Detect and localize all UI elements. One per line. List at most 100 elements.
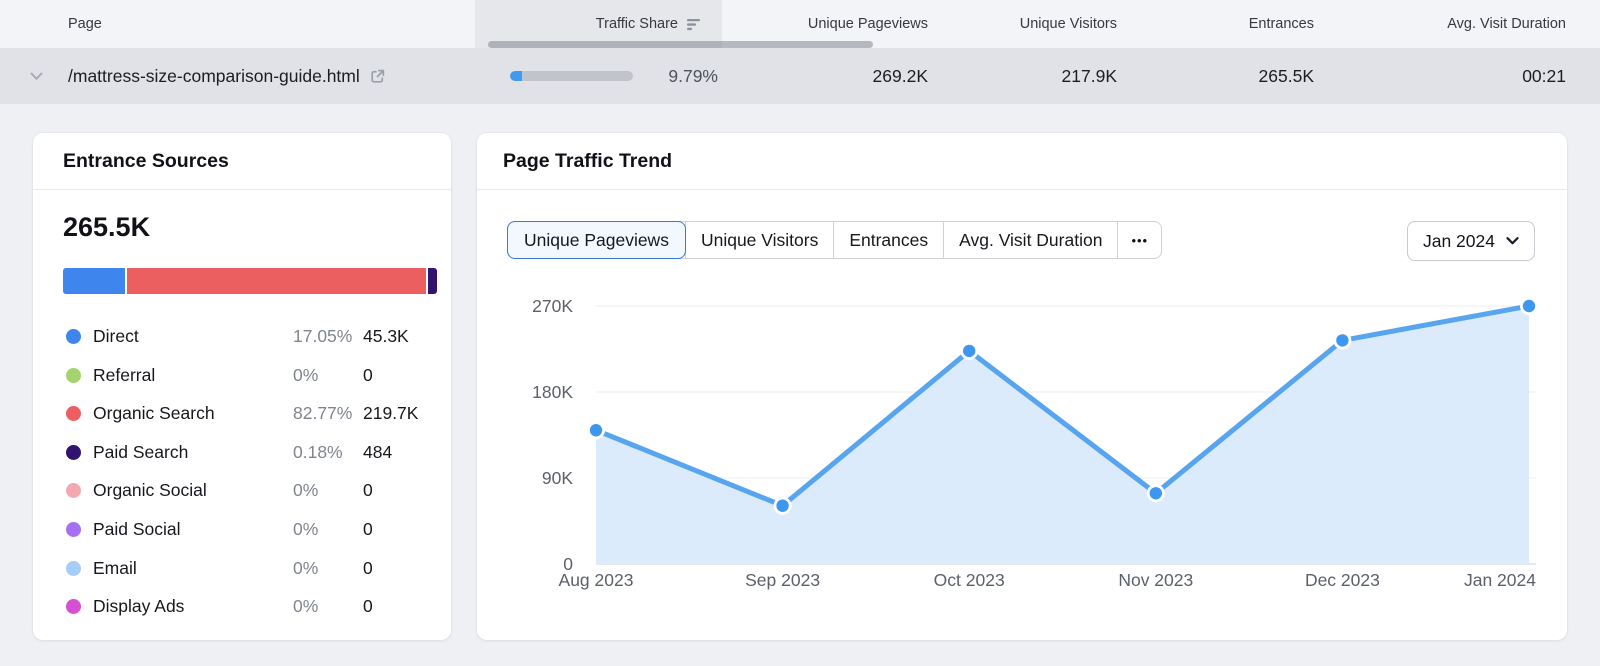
- horizontal-scrollbar-thumb[interactable]: [488, 41, 873, 48]
- source-color-dot: [66, 329, 81, 344]
- entrances-value: 265.5K: [1258, 66, 1314, 86]
- data-point[interactable]: [1522, 299, 1536, 313]
- source-percent: 0%: [293, 557, 319, 578]
- entrance-sources-stacked-bar: [63, 268, 438, 294]
- metric-tab-unique-visitors[interactable]: Unique Visitors: [684, 222, 833, 258]
- data-point[interactable]: [589, 424, 603, 437]
- source-value: 0: [363, 480, 373, 501]
- source-color-dot: [66, 444, 81, 460]
- source-color-dot: [66, 406, 81, 422]
- source-bar-segment: [126, 268, 427, 294]
- source-percent: 0%: [293, 480, 319, 501]
- traffic-trend-chart: 0 90K 180K 270K Aug 2023 Sep 2023 Oct 2023 Nov …: [532, 296, 1538, 590]
- source-row: Referral 0% 0: [63, 357, 431, 396]
- more-metrics-button[interactable]: •••: [1117, 222, 1161, 258]
- metric-tab-avg-visit-duration[interactable]: Avg. Visit Duration: [943, 222, 1117, 258]
- source-row: Email 0% 0: [63, 550, 431, 589]
- source-label: Paid Search: [93, 441, 189, 462]
- source-row: Paid Search 0.18% 484: [63, 434, 431, 473]
- source-value: 45.3K: [363, 326, 409, 346]
- sort-descending-icon: [687, 18, 700, 30]
- y-tick-label: 0: [563, 554, 573, 574]
- area-fill: [596, 306, 1529, 564]
- source-color-dot: [66, 560, 81, 576]
- source-label: Email: [93, 557, 137, 578]
- y-tick-label: 270K: [532, 296, 573, 316]
- entrance-sources-title: Entrance Sources: [33, 133, 451, 190]
- period-dropdown[interactable]: Jan 2024: [1406, 221, 1535, 261]
- column-header-unique-pageviews[interactable]: Unique Pageviews: [807, 16, 928, 32]
- data-point[interactable]: [1149, 487, 1162, 500]
- source-color-dot: [66, 483, 81, 499]
- entrance-sources-list: Direct 17.05% 45.3K Referral 0% 0 Organic Sear…: [63, 318, 431, 627]
- column-header-traffic-share-label: Traffic Share: [595, 16, 678, 32]
- data-point[interactable]: [1336, 334, 1349, 347]
- source-label: Organic Social: [93, 480, 207, 501]
- data-point[interactable]: [776, 499, 789, 512]
- page-url-link[interactable]: /mattress-size-comparison-guide.html: [68, 48, 386, 104]
- source-percent: 0%: [293, 518, 319, 539]
- source-color-dot: [66, 521, 81, 537]
- source-label: Organic Search: [93, 403, 215, 424]
- source-value: 0: [363, 557, 373, 578]
- column-header-page[interactable]: Page: [68, 16, 102, 32]
- expand-row-chevron-icon[interactable]: [30, 72, 43, 81]
- x-tick-label: Sep 2023: [745, 570, 820, 590]
- period-dropdown-value: Jan 2024: [1422, 230, 1495, 251]
- traffic-share-value: 9.79%: [668, 66, 718, 86]
- source-percent: 0%: [293, 596, 319, 617]
- source-value: 219.7K: [363, 403, 419, 424]
- column-header-unique-visitors[interactable]: Unique Visitors: [1019, 16, 1117, 32]
- x-tick-label: Dec 2023: [1305, 570, 1380, 590]
- source-label: Paid Social: [93, 518, 181, 539]
- source-percent: 82.77%: [293, 403, 353, 424]
- source-label: Display Ads: [93, 596, 185, 617]
- source-row: Direct 17.05% 45.3K: [63, 318, 431, 357]
- page-traffic-trend-card: Page Traffic Trend Unique Pageviews Uniqu…: [477, 133, 1567, 640]
- source-bar-segment: [63, 268, 125, 294]
- x-tick-label: Oct 2023: [934, 570, 1005, 590]
- x-tick-label: Nov 2023: [1118, 570, 1193, 590]
- source-value: 0: [363, 596, 373, 617]
- data-point[interactable]: [963, 344, 976, 358]
- y-tick-label: 90K: [542, 468, 573, 488]
- source-percent: 0.18%: [293, 441, 343, 462]
- traffic-share-fill: [510, 71, 523, 81]
- page-url-text: /mattress-size-comparison-guide.html: [68, 66, 360, 86]
- source-row: Paid Social 0% 0: [63, 511, 431, 550]
- y-tick-label: 180K: [532, 382, 573, 402]
- traffic-share-bar: [510, 71, 633, 81]
- source-label: Direct: [93, 326, 139, 346]
- column-header-traffic-share[interactable]: Traffic Share: [475, 0, 722, 48]
- source-color-dot: [66, 599, 81, 615]
- unique-pageviews-value: 269.2K: [872, 66, 928, 86]
- entrance-sources-total: 265.5K: [63, 212, 151, 242]
- source-row: Display Ads 0% 0: [63, 588, 431, 627]
- source-percent: 0%: [293, 364, 319, 385]
- x-tick-label: Aug 2023: [559, 570, 634, 590]
- metric-tab-entrances[interactable]: Entrances: [833, 222, 943, 258]
- metric-tab-unique-pageviews[interactable]: Unique Pageviews: [507, 221, 686, 259]
- column-header-avg-visit-duration[interactable]: Avg. Visit Duration: [1447, 16, 1566, 32]
- column-header-entrances[interactable]: Entrances: [1248, 16, 1314, 32]
- unique-visitors-value: 217.9K: [1061, 66, 1117, 86]
- x-tick-label: Jan 2024: [1464, 570, 1536, 590]
- avg-visit-duration-value: 00:21: [1522, 66, 1566, 86]
- source-color-dot: [66, 367, 81, 383]
- source-row: Organic Search 82.77% 219.7K: [63, 395, 431, 434]
- source-value: 0: [363, 518, 373, 539]
- source-percent: 17.05%: [293, 326, 353, 346]
- entrance-sources-card: Entrance Sources 265.5K Direct 17.05% 45.3…: [33, 133, 451, 640]
- source-label: Referral: [93, 364, 156, 385]
- chevron-down-icon: [1506, 237, 1519, 245]
- external-link-icon[interactable]: [369, 68, 386, 85]
- table-row: /mattress-size-comparison-guide.html 9.7…: [0, 48, 1600, 104]
- source-row: Organic Social 0% 0: [63, 472, 431, 511]
- source-value: 484: [363, 441, 393, 462]
- page-traffic-trend-title: Page Traffic Trend: [477, 133, 1567, 190]
- metric-tab-group: Unique Pageviews Unique Visitors Entrances…: [507, 221, 1163, 259]
- trend-line: [593, 303, 1532, 509]
- table-header: Page Traffic Share Unique Pageviews Uniq…: [0, 0, 1600, 48]
- source-value: 0: [363, 364, 373, 385]
- source-bar-segment: [428, 268, 438, 294]
